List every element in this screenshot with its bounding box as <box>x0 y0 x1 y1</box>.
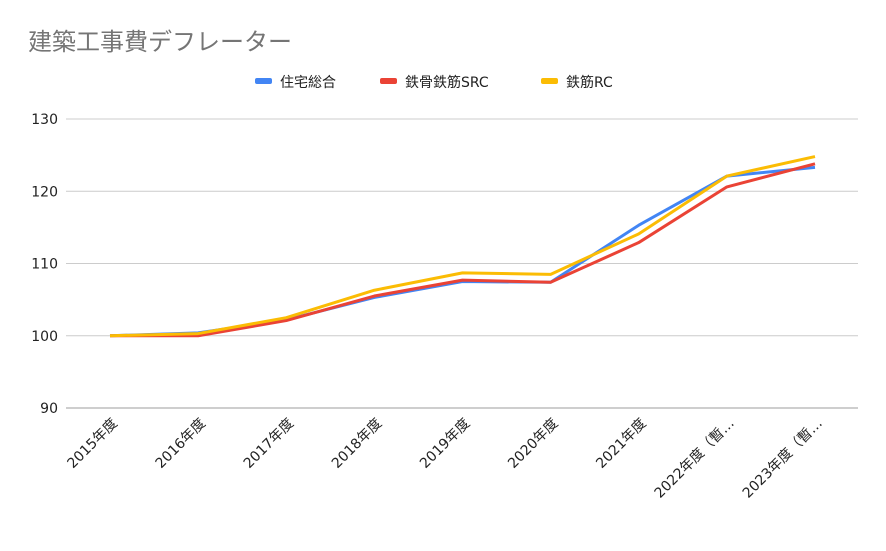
legend-swatch-2 <box>541 78 558 84</box>
x-tick-label: 2018年度 <box>329 416 385 472</box>
legend-swatch-1 <box>380 78 397 84</box>
series-lines <box>109 155 816 338</box>
x-tick-label: 2015年度 <box>65 416 121 472</box>
chart-title: 建築工事費デフレーター <box>28 28 292 56</box>
y-tick-label: 130 <box>31 112 58 128</box>
x-tick-label: 2022年度（暫… <box>652 416 738 502</box>
y-axis: 90 100 110 120 130 <box>31 112 58 417</box>
x-tick-label: 2023年度（暫… <box>740 416 826 502</box>
x-tick-label: 2019年度 <box>417 416 473 472</box>
y-tick-label: 120 <box>31 184 58 200</box>
legend: 住宅総合 鉄骨鉄筋SRC 鉄筋RC <box>255 74 613 91</box>
series-line-2 <box>109 155 816 338</box>
y-tick-label: 100 <box>31 329 58 345</box>
y-tick-label: 110 <box>31 257 58 273</box>
y-tick-label: 90 <box>40 401 58 417</box>
series-line-0 <box>109 165 816 338</box>
series-line-1 <box>110 162 816 338</box>
legend-label-1: 鉄骨鉄筋SRC <box>405 74 489 91</box>
x-axis: 2015年度 2016年度 2017年度 2018年度 2019年度 2020年度 2021… <box>65 416 826 502</box>
gridlines <box>66 118 858 409</box>
legend-label-2: 鉄筋RC <box>566 74 613 91</box>
legend-label-0: 住宅総合 <box>280 75 336 91</box>
legend-swatch-0 <box>255 78 272 84</box>
x-tick-label: 2021年度 <box>593 416 649 472</box>
x-tick-label: 2020年度 <box>505 416 561 472</box>
x-tick-label: 2017年度 <box>241 416 297 472</box>
x-tick-label: 2016年度 <box>153 416 209 472</box>
